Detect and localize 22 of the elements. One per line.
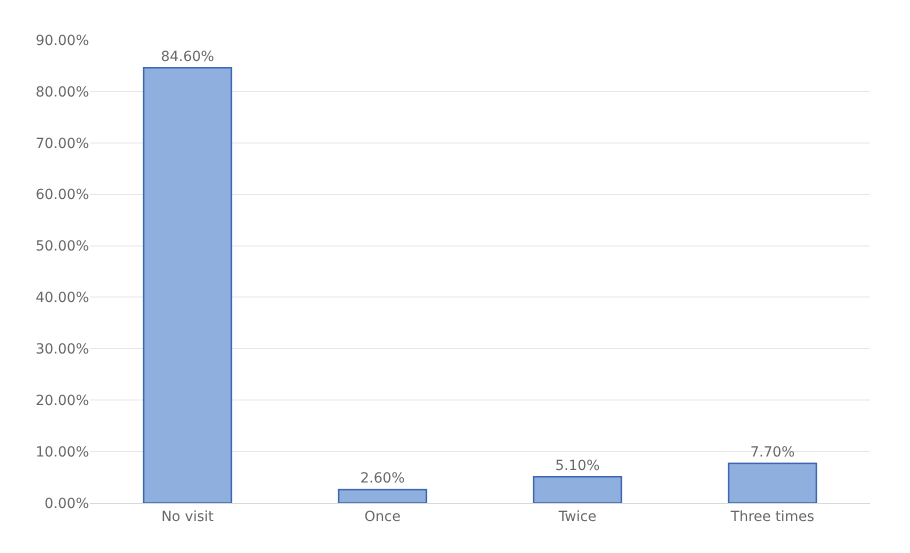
x-tick-label: Twice (558, 508, 596, 525)
data-label: 7.70% (750, 444, 795, 460)
bar (728, 462, 818, 503)
bar (532, 476, 622, 503)
y-tick-label: 10.00% (36, 444, 89, 460)
y-tick-label: 80.00% (36, 84, 89, 100)
y-tick-label: 50.00% (36, 238, 89, 255)
data-label: 2.60% (360, 470, 405, 487)
y-tick-label: 40.00% (36, 290, 89, 306)
data-label: 84.60% (160, 48, 214, 65)
y-tick-label: 70.00% (36, 136, 89, 152)
y-tick-label: 60.00% (36, 187, 89, 204)
y-tick-label: 90.00% (36, 32, 89, 49)
x-tick-label: No visit (161, 508, 214, 525)
y-tick-label: 20.00% (36, 393, 89, 410)
y-tick-label: 30.00% (36, 342, 89, 358)
x-tick-label: Once (364, 508, 401, 525)
x-tick-label: Three times (730, 508, 814, 525)
data-label: 5.10% (555, 458, 600, 474)
y-tick-label: 0.00% (44, 496, 89, 512)
bar (142, 67, 232, 503)
bar (338, 488, 428, 503)
